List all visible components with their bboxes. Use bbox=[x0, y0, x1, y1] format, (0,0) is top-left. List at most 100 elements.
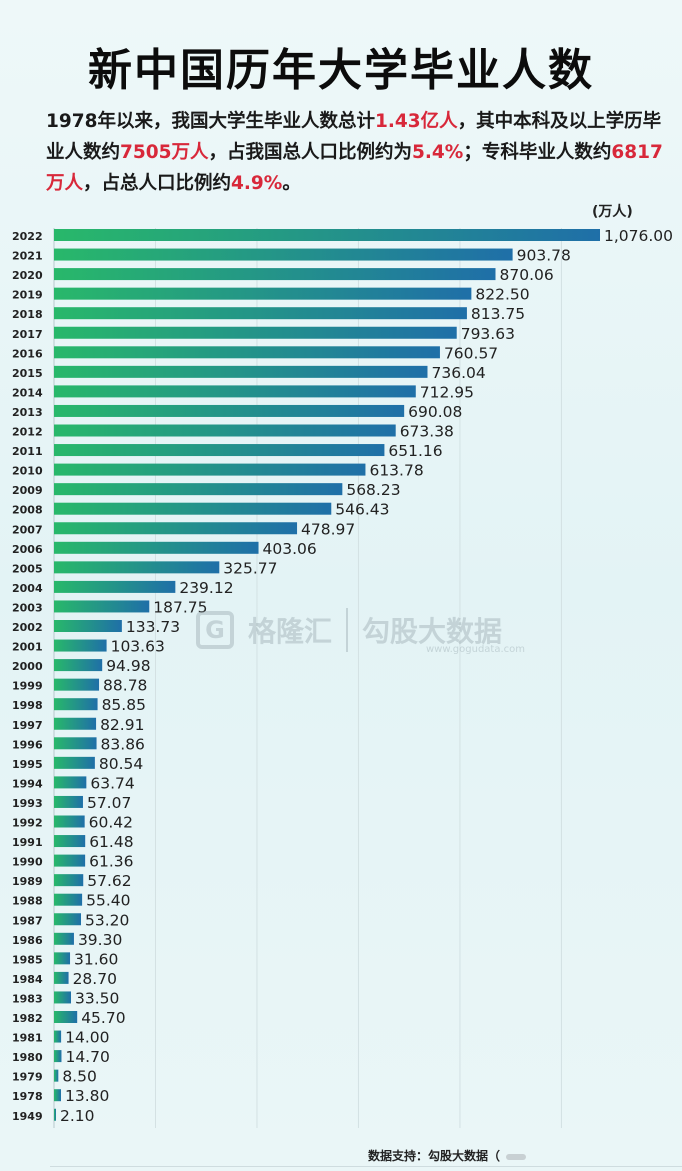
summary-bachelor-pct-highlight: 5.4% bbox=[412, 142, 464, 163]
watermark-logo-icon: G bbox=[196, 611, 234, 649]
summary-part-5: ，占总人口比例约 bbox=[83, 173, 232, 194]
value-label-1992: 60.42 bbox=[89, 814, 133, 832]
year-label-2021: 2021 bbox=[12, 250, 43, 263]
bar-1994 bbox=[54, 776, 87, 789]
bar-2012 bbox=[54, 424, 396, 437]
year-label-2020: 2020 bbox=[12, 269, 43, 282]
year-labels: 2022 2021 2020 2019 2018 2017 2016 2015 2014 2013… bbox=[12, 230, 43, 1123]
value-label-2009: 568.23 bbox=[346, 481, 400, 499]
bar-2016 bbox=[54, 346, 440, 359]
value-label-2013: 690.08 bbox=[408, 403, 462, 421]
watermark-separator bbox=[346, 608, 349, 652]
watermark-brand-2: 勾股大数据 bbox=[362, 615, 503, 648]
value-label-1949: 2.10 bbox=[60, 1107, 95, 1125]
bar-1990 bbox=[54, 854, 86, 867]
value-label-2019: 822.50 bbox=[475, 286, 529, 304]
value-label-1985: 31.60 bbox=[74, 950, 118, 968]
watermark-url: www.gogudata.com bbox=[426, 644, 526, 655]
year-label-2016: 2016 bbox=[12, 347, 43, 360]
year-label-1981: 1981 bbox=[12, 1032, 43, 1045]
year-label-2018: 2018 bbox=[12, 308, 43, 321]
year-label-1995: 1995 bbox=[12, 758, 43, 771]
summary-part-1: 1978年以来，我国大学生毕业人数总计 bbox=[46, 111, 375, 132]
value-label-2012: 673.38 bbox=[400, 423, 454, 441]
year-label-1980: 1980 bbox=[12, 1051, 43, 1064]
year-label-1987: 1987 bbox=[12, 914, 43, 927]
bar-2017 bbox=[54, 326, 457, 339]
value-label-2017: 793.63 bbox=[461, 325, 515, 343]
source-label: 数据支持：勾股大数据（ bbox=[368, 1149, 501, 1163]
bar-1996 bbox=[54, 737, 97, 750]
watermark-brand-1: 格隆汇 bbox=[248, 615, 333, 648]
year-label-1988: 1988 bbox=[12, 895, 43, 908]
value-label-2014: 712.95 bbox=[420, 383, 474, 401]
bar-2022 bbox=[54, 229, 600, 241]
value-label-1978: 13.80 bbox=[65, 1087, 109, 1105]
value-label-1984: 28.70 bbox=[73, 970, 117, 988]
bar-1988 bbox=[54, 893, 83, 906]
year-label-2010: 2010 bbox=[12, 465, 43, 478]
value-label-2007: 478.97 bbox=[301, 520, 355, 538]
bar-1992 bbox=[54, 815, 85, 828]
value-label-2018: 813.75 bbox=[471, 305, 525, 323]
value-label-1997: 82.91 bbox=[100, 716, 144, 734]
year-label-1989: 1989 bbox=[12, 875, 43, 888]
summary-part-3: ，占我国总人口比例约为 bbox=[208, 142, 413, 163]
value-label-1995: 80.54 bbox=[99, 755, 143, 773]
value-label-1989: 57.62 bbox=[87, 872, 131, 890]
value-label-1979: 8.50 bbox=[62, 1068, 97, 1086]
value-label-1981: 14.00 bbox=[65, 1029, 109, 1047]
bar-2000 bbox=[54, 659, 103, 672]
bars-group bbox=[54, 229, 600, 1121]
value-label-1982: 45.70 bbox=[81, 1009, 125, 1027]
value-label-2003: 187.75 bbox=[153, 598, 207, 616]
bar-2003 bbox=[54, 600, 150, 613]
bar-2008 bbox=[54, 502, 332, 515]
bar-1998 bbox=[54, 698, 98, 711]
year-label-1994: 1994 bbox=[12, 777, 43, 790]
year-label-1985: 1985 bbox=[12, 953, 43, 966]
value-label-1999: 88.78 bbox=[103, 677, 147, 695]
value-label-2015: 736.04 bbox=[431, 364, 485, 382]
year-label-2000: 2000 bbox=[12, 660, 43, 673]
year-label-2002: 2002 bbox=[12, 621, 43, 634]
year-label-1978: 1978 bbox=[12, 1090, 43, 1103]
bar-2009 bbox=[54, 483, 343, 496]
year-label-2015: 2015 bbox=[12, 367, 43, 380]
bar-1980 bbox=[54, 1050, 62, 1063]
year-label-1990: 1990 bbox=[12, 856, 43, 869]
value-label-2021: 903.78 bbox=[517, 247, 571, 265]
unit-label: (万人) bbox=[592, 204, 633, 220]
year-label-2011: 2011 bbox=[12, 445, 43, 458]
page-title: 新中国历年大学毕业人数 bbox=[88, 45, 594, 96]
year-label-2001: 2001 bbox=[12, 641, 43, 654]
year-label-1999: 1999 bbox=[12, 680, 43, 693]
bar-2010 bbox=[54, 463, 366, 476]
summary-total-highlight: 1.43亿人 bbox=[375, 111, 458, 132]
year-label-1992: 1992 bbox=[12, 817, 43, 830]
bar-2021 bbox=[54, 248, 513, 261]
bar-2006 bbox=[54, 541, 259, 554]
bar-2014 bbox=[54, 385, 416, 398]
value-label-2000: 94.98 bbox=[106, 657, 150, 675]
bar-1981 bbox=[54, 1030, 62, 1043]
year-label-2008: 2008 bbox=[12, 504, 43, 517]
value-label-1983: 33.50 bbox=[75, 989, 119, 1007]
year-label-1993: 1993 bbox=[12, 797, 43, 810]
year-label-2019: 2019 bbox=[12, 289, 43, 302]
bar-2020 bbox=[54, 268, 496, 281]
bar-2004 bbox=[54, 580, 176, 593]
bar-1979 bbox=[54, 1069, 59, 1082]
year-label-2014: 2014 bbox=[12, 386, 43, 399]
year-label-2005: 2005 bbox=[12, 562, 43, 575]
bar-1987 bbox=[54, 913, 81, 926]
summary-college-pct-highlight: 4.9% bbox=[231, 173, 283, 194]
bottom-divider bbox=[50, 1166, 682, 1167]
bar-1985 bbox=[54, 952, 71, 965]
bar-2007 bbox=[54, 522, 298, 535]
value-label-1990: 61.36 bbox=[89, 853, 133, 871]
value-label-2004: 239.12 bbox=[179, 579, 233, 597]
value-label-2002: 133.73 bbox=[126, 618, 180, 636]
bar-1993 bbox=[54, 795, 83, 808]
